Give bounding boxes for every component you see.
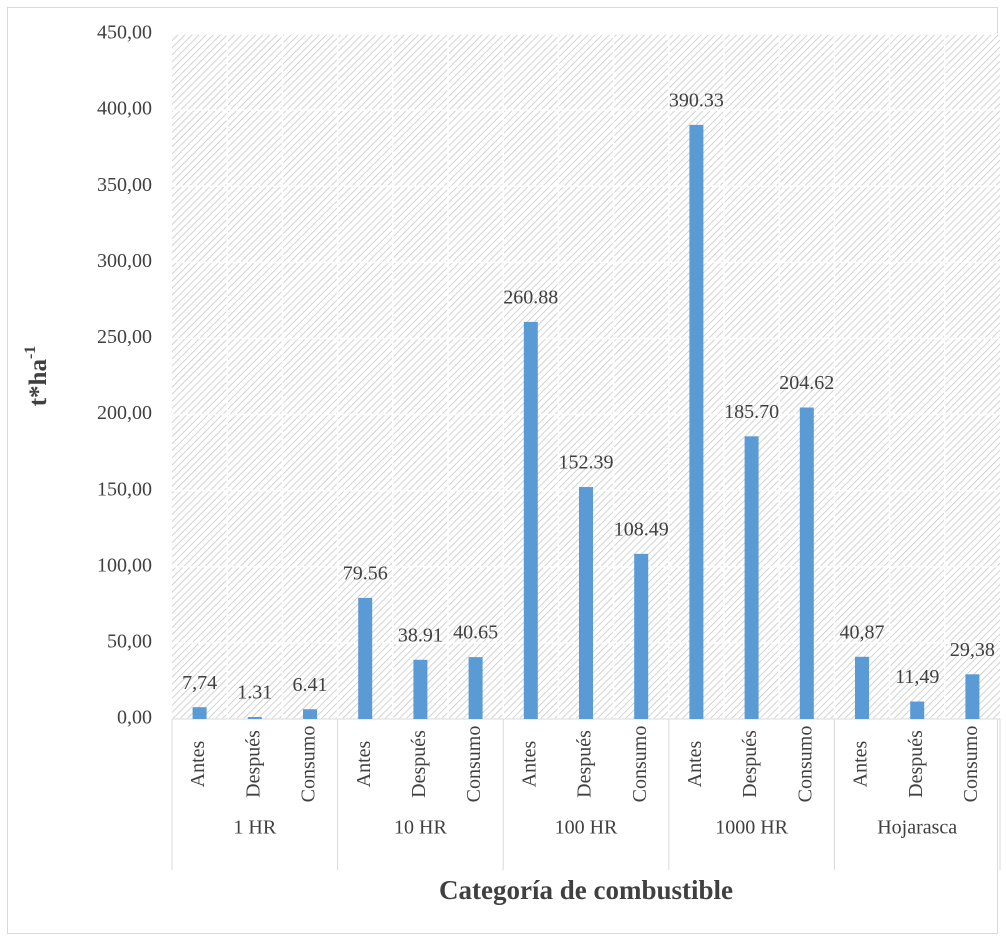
x-tick-label: Antes <box>353 740 375 787</box>
group-label: 100 HR <box>555 817 618 839</box>
data-label: 260.88 <box>503 286 558 308</box>
data-label: 108.49 <box>614 518 669 540</box>
data-label: 6.41 <box>293 674 328 696</box>
data-label: 204.62 <box>779 372 834 394</box>
y-tick-label: 350,00 <box>97 174 152 196</box>
x-tick-label: Antes <box>518 740 540 787</box>
bar <box>744 436 759 719</box>
data-label: 11,49 <box>895 666 939 688</box>
bar <box>910 701 925 719</box>
bar <box>523 321 538 719</box>
bar <box>855 656 869 719</box>
y-tick-label: 450,00 <box>97 22 152 44</box>
data-label: 1.31 <box>237 682 272 704</box>
bar <box>192 707 207 719</box>
y-tick-label: 400,00 <box>97 98 152 120</box>
y-tick-label: 100,00 <box>97 554 152 576</box>
bar <box>689 124 704 720</box>
x-tick-label: Antes <box>684 740 706 787</box>
bar <box>965 674 980 719</box>
group-label: 10 HR <box>394 817 447 839</box>
x-tick-label: Después <box>408 730 430 798</box>
bar <box>247 717 262 719</box>
x-tick-label: Consumo <box>794 726 816 803</box>
y-tick-label: 300,00 <box>97 250 152 272</box>
x-tick-label: Consumo <box>960 726 982 803</box>
x-tick-label: Antes <box>850 740 872 787</box>
x-tick-label: Antes <box>187 740 209 787</box>
y-tick-label: 150,00 <box>97 478 152 500</box>
y-tick-label: 50,00 <box>107 630 152 652</box>
data-label: 7,74 <box>182 672 217 694</box>
group-label: 1000 HR <box>715 817 788 839</box>
x-tick-label: Consumo <box>463 726 485 803</box>
bar <box>303 709 317 719</box>
data-label: 152.39 <box>559 452 614 474</box>
y-axis-title: t*ha-1 <box>22 346 52 407</box>
y-tick-label: 250,00 <box>97 326 152 348</box>
x-tick-label: Después <box>905 730 927 798</box>
x-tick-label: Consumo <box>629 726 651 803</box>
group-label: 1 HR <box>233 817 276 839</box>
bar <box>358 597 373 719</box>
y-tick-label: 0,00 <box>117 707 152 729</box>
data-label: 390.33 <box>669 89 724 111</box>
x-tick-label: Después <box>574 730 596 798</box>
group-label: Hojarasca <box>877 817 957 839</box>
x-tick-label: Después <box>242 730 264 798</box>
data-label: 40,87 <box>840 621 885 643</box>
x-tick-label: Consumo <box>298 726 320 803</box>
bar <box>468 657 483 719</box>
x-axis-title: Categoría de combustible <box>439 875 733 905</box>
bar <box>579 487 593 719</box>
data-label: 40.65 <box>453 622 498 644</box>
data-label: 38.91 <box>398 624 443 646</box>
bar <box>634 553 649 719</box>
data-label: 79.56 <box>343 562 388 584</box>
bar <box>413 659 428 719</box>
bar <box>799 407 814 719</box>
data-label: 185.70 <box>724 401 779 423</box>
x-tick-label: Después <box>739 730 761 798</box>
y-tick-label: 200,00 <box>97 402 152 424</box>
data-label: 29,38 <box>950 639 995 661</box>
